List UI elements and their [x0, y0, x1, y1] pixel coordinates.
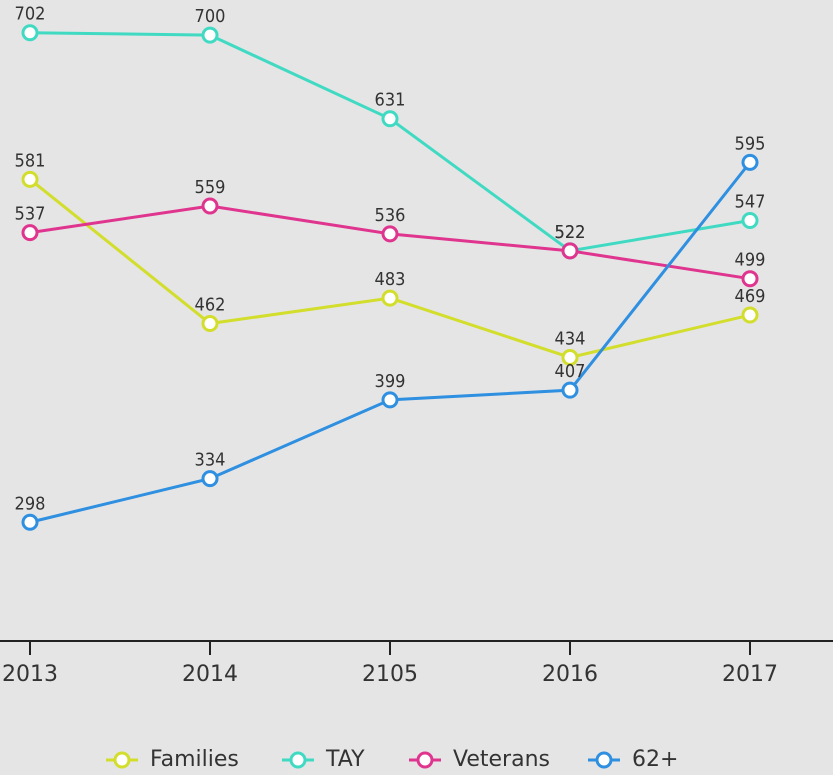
x-tick-label: 2014 — [182, 662, 238, 687]
data-point — [381, 225, 399, 243]
data-point — [21, 513, 39, 531]
data-point — [21, 170, 39, 188]
value-label: 547 — [735, 192, 766, 213]
value-label: 399 — [375, 371, 406, 392]
data-point — [21, 24, 39, 42]
value-label: 559 — [195, 177, 226, 198]
data-point — [741, 270, 759, 288]
data-point — [21, 224, 39, 242]
data-point — [561, 348, 579, 366]
data-point — [741, 306, 759, 324]
value-label: 483 — [375, 269, 406, 290]
value-label: 522 — [555, 222, 586, 243]
value-label: 298 — [15, 493, 46, 514]
value-label: 537 — [15, 204, 46, 225]
x-tick-label: 2017 — [722, 662, 778, 687]
value-label: 702 — [15, 4, 46, 25]
value-label: 462 — [195, 295, 226, 316]
value-label: 581 — [15, 150, 46, 171]
data-point — [381, 110, 399, 128]
value-label: 536 — [375, 205, 406, 226]
data-point — [561, 381, 579, 399]
legend-label: 62+ — [632, 747, 678, 772]
legend-label: TAY — [325, 747, 365, 772]
value-label: 469 — [735, 286, 766, 307]
data-point — [201, 26, 219, 44]
value-label: 334 — [195, 450, 226, 471]
value-label: 407 — [555, 361, 586, 382]
value-label: 434 — [555, 328, 586, 349]
data-point — [201, 470, 219, 488]
data-point — [741, 212, 759, 230]
value-label: 595 — [735, 133, 766, 154]
value-label: 499 — [735, 250, 766, 271]
x-tick-label: 2105 — [362, 662, 418, 687]
legend-label: Families — [150, 747, 239, 772]
value-label: 631 — [375, 90, 406, 111]
legend-swatch — [289, 751, 307, 769]
data-point — [741, 153, 759, 171]
x-tick-label: 2013 — [2, 662, 58, 687]
legend-swatch — [416, 751, 434, 769]
value-label: 700 — [195, 6, 226, 27]
data-point — [201, 315, 219, 333]
legend-swatch — [113, 751, 131, 769]
data-point — [201, 197, 219, 215]
value-label: 522 — [555, 222, 586, 243]
data-point — [381, 289, 399, 307]
legend-label: Veterans — [453, 747, 550, 772]
legend-swatch — [595, 751, 613, 769]
data-point — [561, 242, 579, 260]
x-tick-label: 2016 — [542, 662, 598, 687]
data-point — [381, 391, 399, 409]
